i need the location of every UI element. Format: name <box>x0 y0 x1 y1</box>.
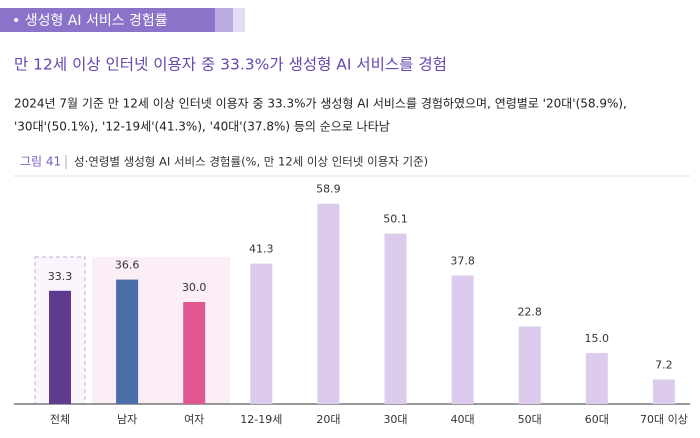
bar <box>451 275 474 404</box>
figure-label: 그림 41 <box>20 155 61 169</box>
x-tick-label: 30대 <box>383 413 407 426</box>
value-label: 50.1 <box>383 213 408 226</box>
value-label: 36.6 <box>115 259 140 272</box>
value-label: 37.8 <box>450 254 475 267</box>
x-tick-label: 70대 이상 <box>640 413 688 426</box>
value-label: 15.0 <box>585 332 610 345</box>
gender-highlight <box>92 257 230 404</box>
x-tick-label: 여자 <box>184 413 204 426</box>
bar <box>585 353 608 404</box>
x-tick-label: 전체 <box>50 413 70 426</box>
value-label: 33.3 <box>48 270 73 283</box>
summary-line: 2024년 7월 기준 만 12세 이상 인터넷 이용자 중 33.3%가 생성… <box>14 97 627 111</box>
section-bar-fade <box>215 8 233 32</box>
section-bar <box>0 8 215 32</box>
bar <box>317 203 340 404</box>
bar <box>250 263 273 404</box>
value-label: 22.8 <box>517 305 542 318</box>
bars: 33.3 전체 36.6 남자 30.0 여자 41.3 12-19세 58.9 20대 50.1 3… <box>48 183 688 426</box>
value-label: 7.2 <box>655 359 673 372</box>
bar <box>49 290 71 404</box>
bar <box>518 326 541 404</box>
bar <box>652 379 675 404</box>
x-tick-label: 남자 <box>117 413 137 426</box>
x-tick-label: 20대 <box>316 413 340 426</box>
bar <box>116 279 139 404</box>
value-label: 30.0 <box>182 281 207 294</box>
bar <box>384 233 407 404</box>
value-label: 41.3 <box>249 243 274 256</box>
section-bar-fade <box>233 8 245 32</box>
bar <box>183 302 206 404</box>
x-tick-label: 50대 <box>518 413 542 426</box>
x-tick-label: 12-19세 <box>240 413 282 426</box>
section-title: • 생성형 AI 서비스 경험률 <box>12 13 168 29</box>
x-tick-label: 40대 <box>451 413 475 426</box>
chart-title: 성·연령별 생성형 AI 서비스 경험률(%, 만 12세 이상 인터넷 이용자… <box>74 155 428 169</box>
value-label: 58.9 <box>316 183 341 196</box>
summary-line: '30대'(50.1%), '12-19세'(41.3%), '40대'(37.… <box>14 120 390 134</box>
x-tick-label: 60대 <box>585 413 609 426</box>
headline: 만 12세 이상 인터넷 이용자 중 33.3%가 생성형 AI 서비스를 경험 <box>14 56 447 74</box>
